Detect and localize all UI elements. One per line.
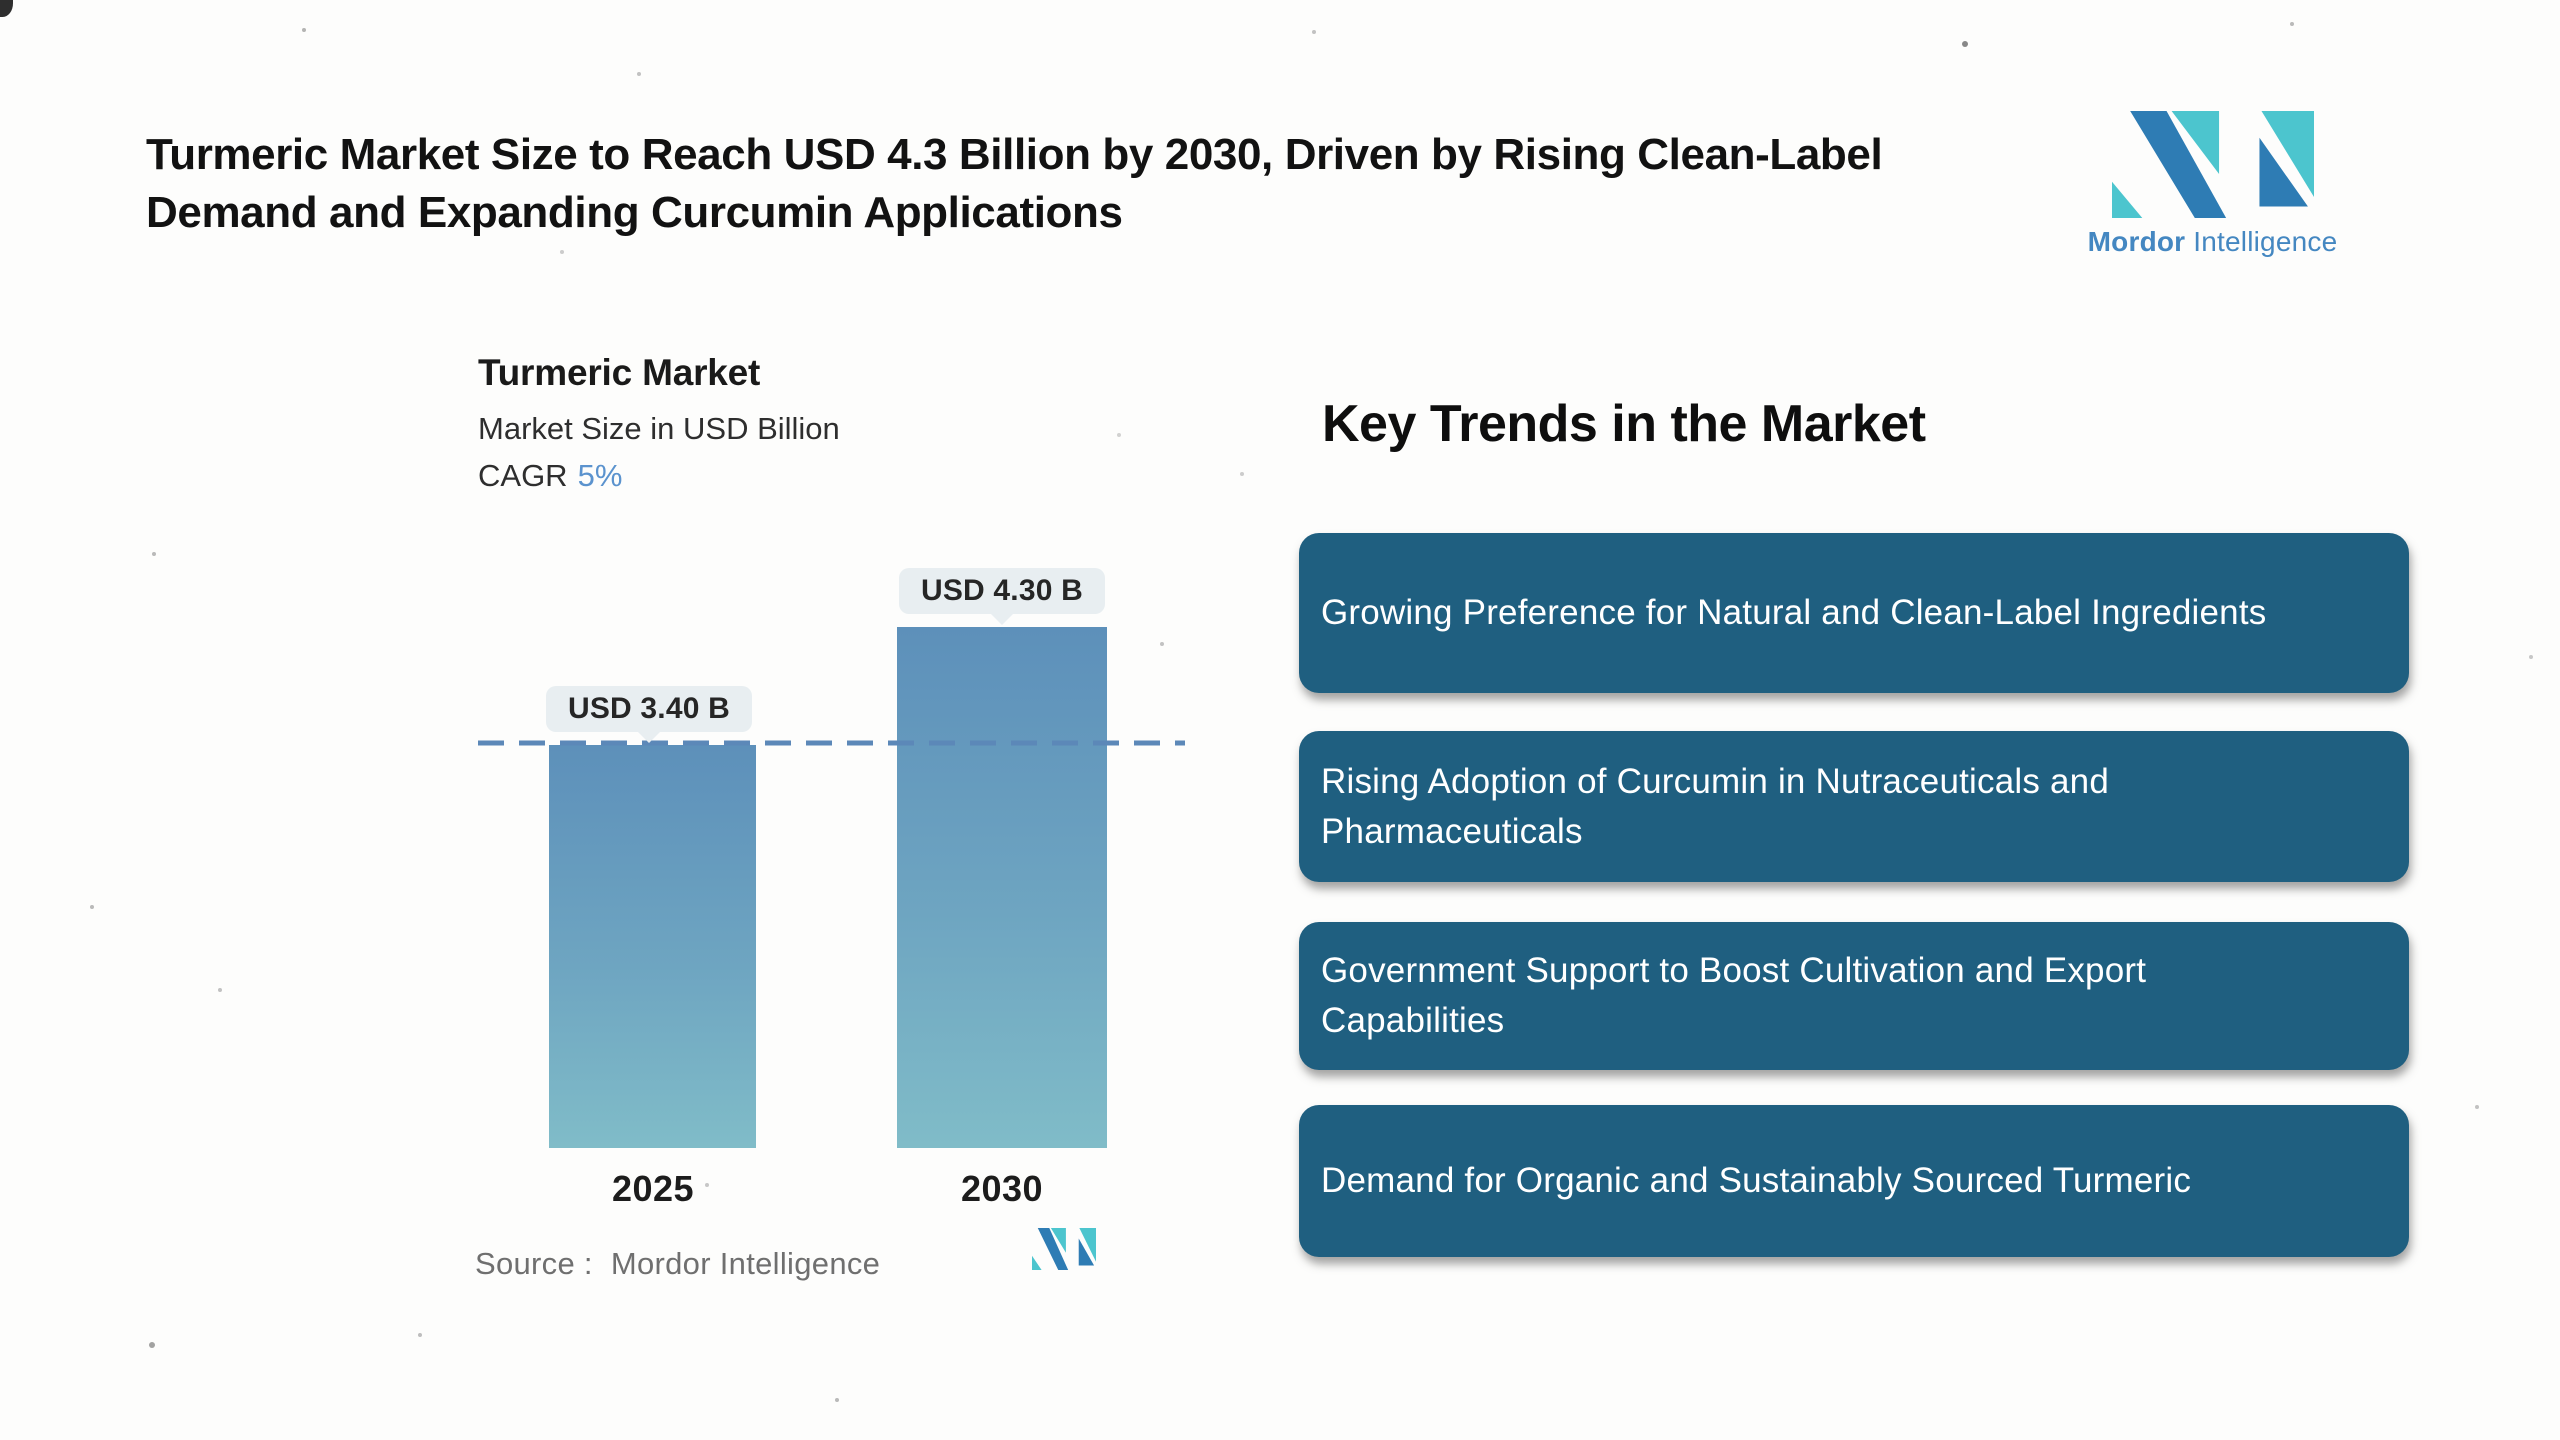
mordor-intelligence-logo-icon <box>2111 111 2314 218</box>
brand-wordmark-regular: Intelligence <box>2193 226 2338 257</box>
trend-card-1-text: Growing Preference for Natural and Clean… <box>1321 593 2267 632</box>
trend-card-3: Government Support to Boost Cultivation … <box>1299 922 2409 1070</box>
bar-chart: USD 3.40 B USD 4.30 B 2025 2030 <box>440 540 1230 1220</box>
bar-value-label-2030: USD 4.30 B <box>899 568 1105 614</box>
trend-card-2-text: Rising Adoption of Curcumin in Nutraceut… <box>1321 761 2109 851</box>
source-line: Source : Mordor Intelligence <box>475 1246 880 1282</box>
x-axis-label-2030: 2030 <box>960 1168 1044 1209</box>
bar-2025 <box>549 745 756 1148</box>
trend-card-4-text: Demand for Organic and Sustainably Sourc… <box>1321 1161 2192 1200</box>
background-speckles <box>0 0 4 4</box>
bar-2030 <box>897 627 1107 1148</box>
key-trends-heading: Key Trends in the Market <box>1322 395 1926 453</box>
brand-logo: Mordor Intelligence <box>2085 111 2340 258</box>
brand-wordmark-bold: Mordor <box>2087 226 2186 257</box>
chart-header: Turmeric Market Market Size in USD Billi… <box>478 352 840 494</box>
brand-wordmark: Mordor Intelligence <box>2085 226 2340 258</box>
cagr-label: CAGR <box>478 458 568 493</box>
page-title-line-2: Demand and Expanding Curcumin Applicatio… <box>146 188 1123 237</box>
trend-card-1: Growing Preference for Natural and Clean… <box>1299 533 2409 693</box>
bar-value-label-2025: USD 3.40 B <box>546 686 752 732</box>
x-axis-label-2025: 2025 <box>611 1168 695 1209</box>
page-title: Turmeric Market Size to Reach USD 4.3 Bi… <box>146 126 1883 242</box>
corner-ink-blob <box>0 0 13 17</box>
page-title-line-1: Turmeric Market Size to Reach USD 4.3 Bi… <box>146 130 1883 179</box>
trend-card-3-text: Government Support to Boost Cultivation … <box>1321 951 2147 1040</box>
mordor-intelligence-logo-icon-small <box>1032 1228 1096 1270</box>
chart-subtitle: Market Size in USD Billion <box>478 411 840 446</box>
source-label: Source : <box>475 1246 593 1281</box>
chart-title: Turmeric Market <box>478 352 761 393</box>
trend-card-2: Rising Adoption of Curcumin in Nutraceut… <box>1299 731 2409 882</box>
reference-dashed-line <box>478 740 1185 746</box>
source-value: Mordor Intelligence <box>610 1246 881 1281</box>
chart-cagr: CAGR 5% <box>478 458 840 494</box>
trend-card-4: Demand for Organic and Sustainably Sourc… <box>1299 1105 2409 1257</box>
cagr-value: 5% <box>577 458 623 493</box>
